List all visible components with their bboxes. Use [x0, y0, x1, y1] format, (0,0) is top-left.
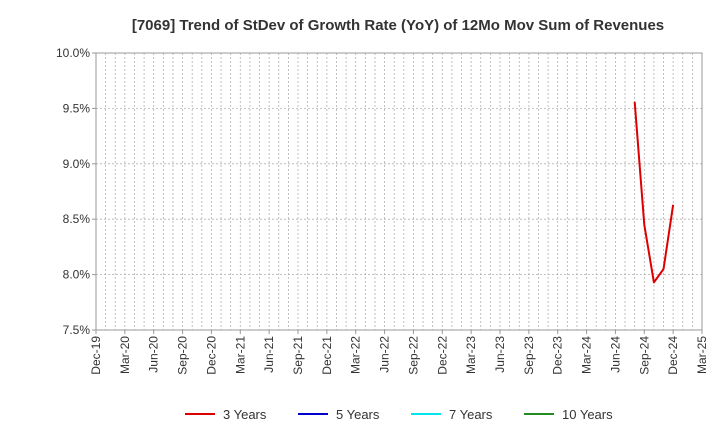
- legend-label: 5 Years: [336, 407, 380, 422]
- x-tick-label: Dec-19: [89, 336, 103, 375]
- x-tick-label: Jun-22: [378, 336, 392, 373]
- legend-label: 3 Years: [223, 407, 267, 422]
- y-tick-label: 10.0%: [56, 46, 90, 60]
- y-axis: 7.5% 8.0% 8.5% 9.0% 9.5% 10.0%: [56, 46, 96, 337]
- legend-label: 7 Years: [449, 407, 493, 422]
- x-tick-label: Mar-23: [464, 336, 478, 374]
- y-tick-label: 9.0%: [63, 157, 91, 171]
- x-tick-label: Sep-20: [176, 336, 190, 375]
- y-tick-label: 8.0%: [63, 268, 91, 282]
- series-line-3-years: [633, 101, 675, 284]
- grid: [96, 53, 702, 330]
- x-tick-label: Sep-24: [637, 336, 651, 375]
- legend-label: 10 Years: [562, 407, 613, 422]
- legend: 3 Years 5 Years 7 Years 10 Years: [185, 407, 613, 422]
- y-tick-label: 8.5%: [63, 212, 91, 226]
- x-tick-label: Mar-20: [118, 336, 132, 374]
- x-tick-label: Mar-25: [695, 336, 709, 374]
- chart-title: [7069] Trend of StDev of Growth Rate (Yo…: [132, 17, 664, 34]
- x-tick-label: Jun-20: [147, 336, 161, 373]
- y-tick-label: 7.5%: [63, 323, 91, 337]
- x-tick-label: Mar-21: [233, 336, 247, 374]
- x-axis: Dec-19 Mar-20 Jun-20 Sep-20 Dec-20 Mar-21 Jun-…: [89, 330, 709, 375]
- x-tick-label: Dec-20: [204, 336, 218, 375]
- x-tick-label: Sep-22: [406, 336, 420, 375]
- x-tick-label: Sep-23: [522, 336, 536, 375]
- x-tick-label: Dec-23: [551, 336, 565, 375]
- x-tick-label: Dec-21: [320, 336, 334, 375]
- x-tick-label: Sep-21: [291, 336, 305, 375]
- x-tick-label: Jun-24: [608, 336, 622, 373]
- x-tick-label: Dec-24: [666, 336, 680, 375]
- x-tick-label: Mar-22: [349, 336, 363, 374]
- y-tick-label: 9.5%: [63, 101, 91, 115]
- x-tick-label: Dec-22: [435, 336, 449, 375]
- x-tick-label: Mar-24: [580, 336, 594, 374]
- x-tick-label: Jun-23: [493, 336, 507, 373]
- x-tick-label: Jun-21: [262, 336, 276, 373]
- series-lines: [633, 101, 675, 284]
- plot-frame: [95, 52, 703, 331]
